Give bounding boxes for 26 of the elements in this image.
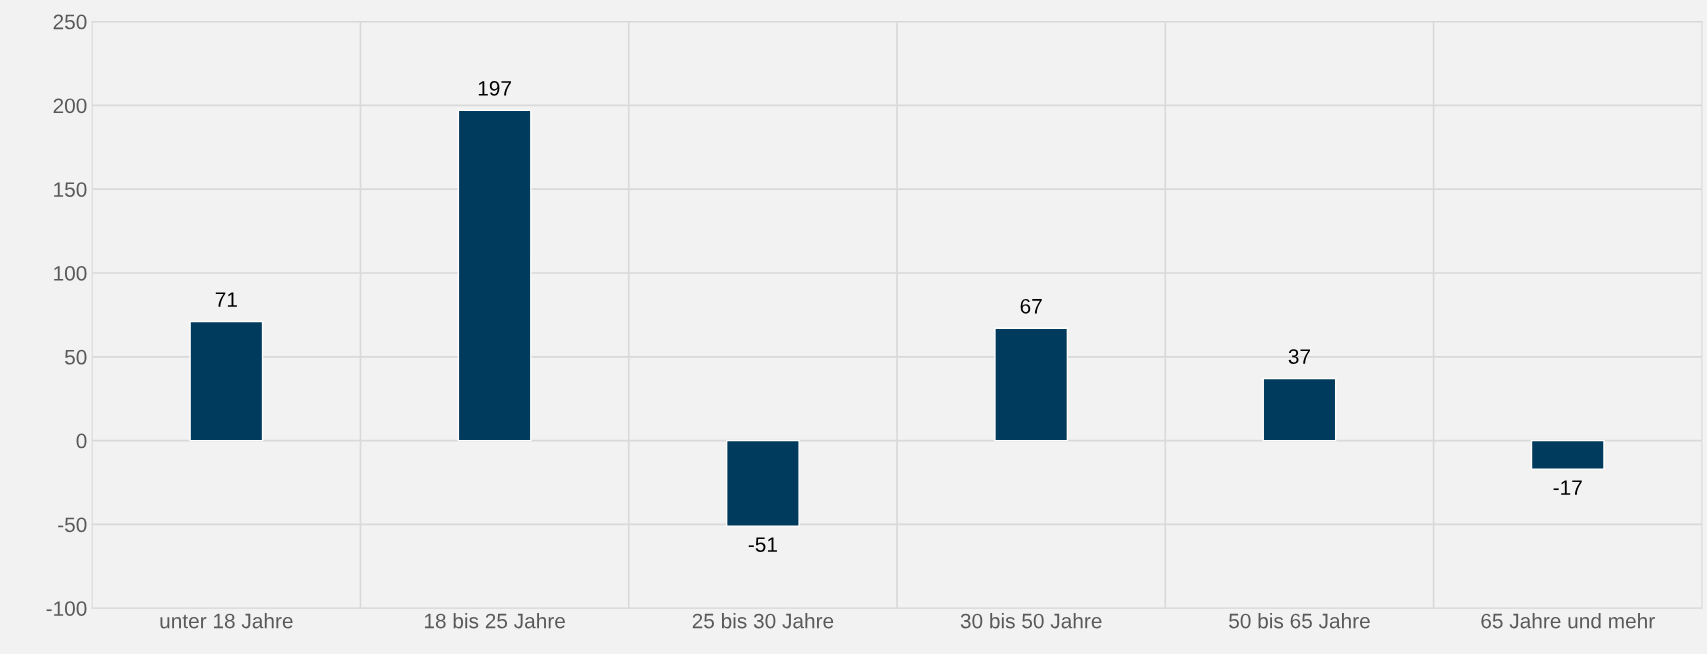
y-tick-label: 50	[64, 349, 87, 365]
x-tick-label: 65 Jahre und mehr	[1481, 613, 1655, 629]
x-tick-label: 18 bis 25 Jahre	[424, 613, 565, 629]
x-tick-label: 25 bis 30 Jahre	[692, 613, 834, 629]
y-tick-label: 0	[76, 433, 87, 449]
y-tick-label: -50	[58, 517, 87, 533]
y-tick-label: 150	[54, 182, 87, 197]
x-tick-label: 50 bis 65 Jahre	[1229, 613, 1370, 629]
data-label: 197	[478, 80, 511, 96]
x-tick-label: unter 18 Jahre	[160, 613, 293, 629]
y-tick-label: 100	[54, 266, 87, 281]
y-tick-label: 200	[53, 98, 87, 114]
y-tick-label: -100	[46, 601, 87, 616]
y-tick-label: 250	[53, 14, 87, 30]
bar	[1262, 377, 1337, 442]
data-label: -51	[748, 537, 777, 552]
data-label: -17	[1553, 480, 1582, 495]
x-tick-label: 30 bis 50 Jahre	[960, 613, 1102, 629]
data-label: 67	[1020, 298, 1042, 314]
bar	[457, 109, 532, 442]
data-label: 37	[1288, 349, 1310, 364]
bar	[189, 320, 264, 442]
bar	[994, 327, 1069, 442]
bar	[725, 439, 800, 527]
bar	[1530, 439, 1605, 470]
data-label: 71	[215, 292, 237, 307]
